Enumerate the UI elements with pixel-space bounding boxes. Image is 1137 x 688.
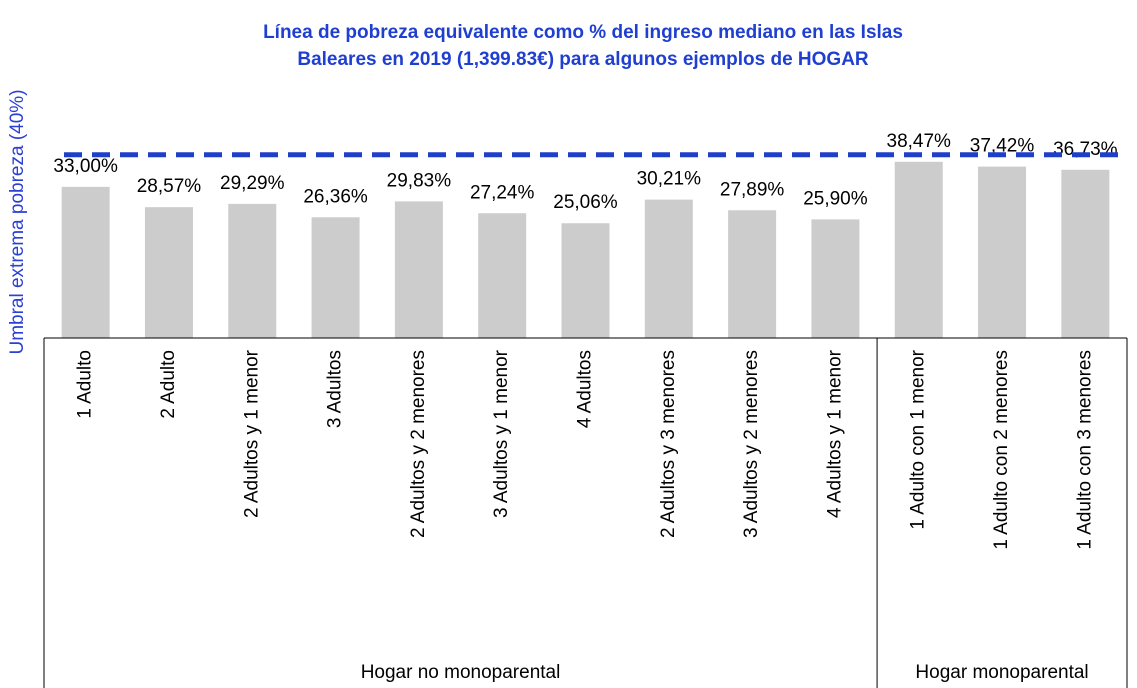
x-tick-label: 2 Adultos y 1 menor: [241, 349, 262, 518]
bar: [1061, 169, 1110, 338]
bar: [728, 210, 777, 338]
bar: [811, 219, 860, 338]
bar: [144, 207, 193, 338]
bar: [561, 223, 610, 338]
bar: [478, 213, 527, 338]
x-tick-label: 1 Adulto con 2 menores: [991, 350, 1012, 550]
x-tick-label: 3 Adultos: [325, 350, 346, 428]
x-tick-label: 1 Adulto: [75, 350, 96, 419]
x-tick-label: 3 Adultos y 1 menor: [491, 349, 512, 518]
bar: [644, 199, 693, 338]
value-label: 28,57%: [137, 176, 202, 197]
value-label: 26,36%: [303, 186, 368, 207]
x-tick-label: 3 Adultos y 2 menores: [741, 350, 762, 538]
x-tick-label: 4 Adultos y 1 menor: [824, 349, 845, 518]
x-tick-label: 1 Adulto con 1 menor: [908, 349, 929, 529]
value-label: 29,83%: [387, 170, 452, 191]
x-tick-label: 2 Adultos y 3 menores: [658, 350, 679, 538]
value-label: 30,21%: [637, 169, 702, 190]
bar: [978, 166, 1027, 338]
value-label: 29,29%: [220, 173, 285, 194]
bar: [228, 203, 277, 338]
x-tick-label: 1 Adulto con 3 menores: [1074, 350, 1095, 550]
value-label: 27,24%: [470, 182, 535, 203]
group-label: Hogar no monoparental: [361, 662, 561, 683]
group-label: Hogar monoparental: [915, 662, 1088, 683]
chart-title: Baleares en 2019 (1,399.83€) para alguno…: [297, 49, 869, 70]
bar: [394, 201, 443, 338]
bar: [61, 186, 110, 338]
value-label: 37,42%: [970, 136, 1035, 157]
x-tick-label: 2 Adultos y 2 menores: [408, 350, 429, 538]
bar: [311, 217, 360, 338]
x-tick-label: 4 Adultos: [575, 350, 596, 428]
bar: [894, 161, 943, 338]
chart-title: Línea de pobreza equivalente como % del …: [263, 22, 903, 43]
value-label: 27,89%: [720, 179, 785, 200]
x-tick-label: 2 Adulto: [158, 350, 179, 419]
value-label: 33,00%: [53, 156, 118, 177]
y-axis-label: Umbral extrema pobreza (40%): [7, 89, 28, 354]
value-label: 38,47%: [887, 131, 952, 152]
value-label: 25,06%: [553, 192, 618, 213]
value-label: 25,90%: [803, 188, 868, 209]
